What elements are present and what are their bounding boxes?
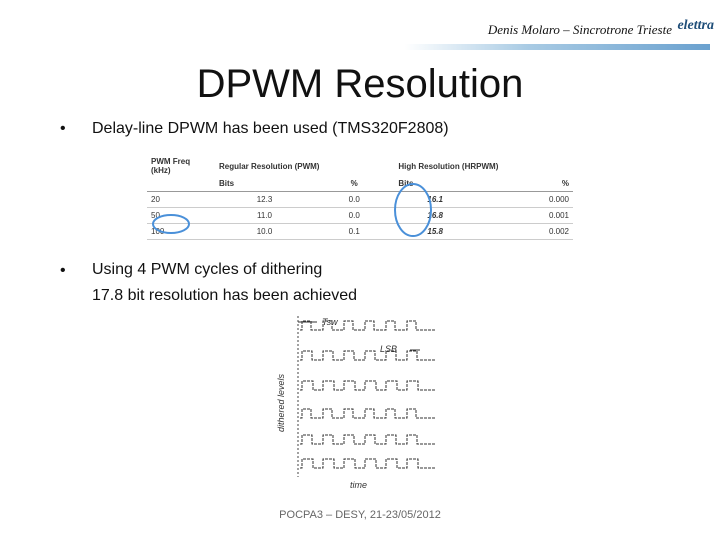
waveform (300, 458, 435, 469)
dithering-diagram: Tsw LSB dithered levels time (276, 316, 435, 490)
header-cell: % (475, 176, 573, 192)
bullet-dot: • (60, 262, 66, 279)
table-row: 100 10.0 0.1 15.8 0.002 (147, 223, 573, 240)
header-cell: Bits (394, 176, 476, 192)
header-row: PWM Freq (kHz) Regular Resolution (PWM) … (147, 156, 573, 176)
table-cell: 11.0 (215, 207, 315, 224)
subheader-row: Bits % Bits % (147, 176, 573, 192)
text-line: Using 4 PWM cycles of dithering (92, 261, 323, 278)
label: Tsw (322, 317, 338, 327)
waveform (300, 408, 435, 419)
header-cell: High Resolution (HRPWM) (398, 161, 499, 171)
label: LSB (380, 344, 397, 354)
table-cell: 0.001 (475, 207, 573, 224)
waveforms (300, 320, 435, 469)
table-cell: 10.0 (215, 223, 315, 240)
waveform (300, 380, 435, 391)
header-cell: PWM Freq (kHz) (151, 157, 191, 175)
table-cell: 100 (147, 223, 215, 240)
text-line: 17.8 bit resolution has been achieved (92, 287, 358, 304)
table-cell: 0.0 (314, 191, 395, 208)
header-rule (405, 44, 710, 50)
table-cell: 50 (147, 207, 215, 224)
bullet-text: Using 4 PWM cycles of dithering 17.8 bit … (92, 257, 357, 309)
bullet-dot: • (60, 120, 66, 137)
table-cell: 15.8 (394, 223, 476, 240)
table-cell: 20 (147, 191, 215, 208)
resolution-table: PWM Freq (kHz) Regular Resolution (PWM) … (147, 156, 573, 240)
table-row: 20 12.3 0.0 16.1 0.000 (147, 191, 573, 208)
table-cell: 0.1 (314, 223, 395, 240)
header-cell (147, 176, 215, 192)
table-body: 20 12.3 0.0 16.1 0.000 50 11.0 0.0 16.8 0.001 100 1… (147, 191, 573, 240)
header-cell: Regular Resolution (PWM) (219, 161, 320, 171)
waveform (300, 350, 435, 361)
table-cell: 0.0 (314, 207, 395, 224)
author: Denis Molaro – Sincrotrone Trieste (487, 22, 672, 37)
footer: POCPA3 – DESY, 21-23/05/2012 (279, 509, 441, 521)
title: DPWM Resolution (196, 62, 524, 106)
label: dithered levels (276, 373, 286, 432)
table-cell: 0.000 (475, 191, 573, 208)
table-cell: 16.1 (394, 191, 476, 208)
header-cell: Bits (215, 176, 315, 192)
label: time (350, 480, 367, 490)
waveform (300, 320, 435, 331)
logo: elettra (677, 18, 714, 33)
table-cell: 16.8 (394, 207, 476, 224)
waveform (300, 434, 435, 445)
table-cell: 12.3 (215, 191, 315, 208)
table-row: 50 11.0 0.0 16.8 0.001 (147, 207, 573, 224)
table-cell: 0.002 (475, 223, 573, 240)
header-cell: % (314, 176, 395, 192)
bullet-text: Delay-line DPWM has been used (TMS320F28… (92, 120, 449, 137)
